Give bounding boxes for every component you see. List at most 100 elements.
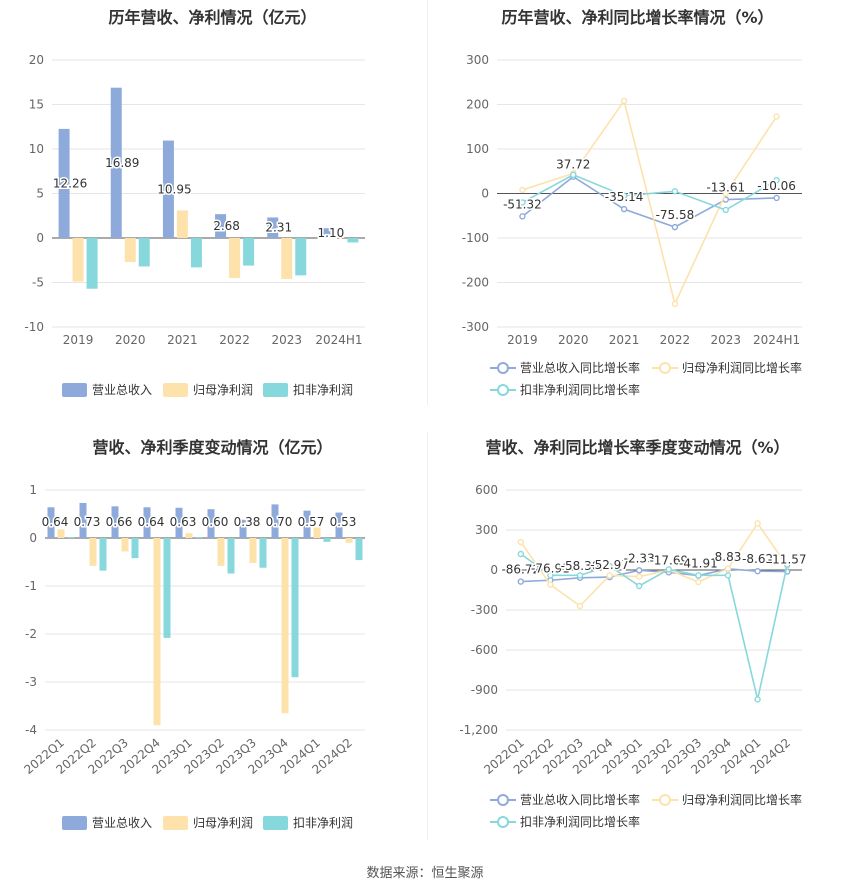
data-label: -35.14 bbox=[605, 190, 644, 204]
legend-swatch bbox=[659, 362, 671, 374]
chart-title: 营收、净利同比增长率季度变动情况（%） bbox=[485, 438, 790, 457]
legend-swatch bbox=[659, 794, 671, 806]
data-label: -58.30 bbox=[561, 559, 600, 573]
y-tick-label: -4 bbox=[25, 723, 37, 737]
chart-panel-annual-growth: 历年营收、净利同比增长率情况（%） -300 -200 -100 0 100 200 300… bbox=[425, 0, 850, 430]
data-point bbox=[635, 567, 643, 574]
y-tick-label: -5 bbox=[32, 276, 44, 290]
data-label: 0.60 bbox=[202, 515, 229, 529]
bar bbox=[121, 538, 129, 552]
bar bbox=[67, 537, 75, 539]
bar bbox=[111, 506, 119, 538]
bar bbox=[131, 538, 139, 559]
x-tick-label: 2022 bbox=[660, 333, 691, 347]
legend-label: 营业总收入 bbox=[92, 816, 152, 830]
bar bbox=[58, 128, 70, 238]
data-label: -75.58 bbox=[656, 208, 695, 222]
data-point bbox=[620, 205, 628, 213]
data-label: 12.26 bbox=[53, 176, 87, 190]
legend-label: 归母净利润同比增长率 bbox=[682, 792, 802, 807]
data-point bbox=[547, 572, 554, 579]
bar bbox=[163, 538, 171, 638]
data-label: 1.10 bbox=[318, 226, 345, 240]
y-tick-label: 600 bbox=[475, 483, 498, 497]
data-point bbox=[606, 572, 613, 579]
bar bbox=[319, 228, 331, 238]
y-tick-label: 1 bbox=[29, 483, 37, 497]
data-point bbox=[620, 97, 628, 105]
data-point bbox=[665, 566, 673, 573]
y-tick-label: -300 bbox=[471, 603, 498, 617]
y-tick-label: 0 bbox=[29, 531, 37, 545]
bar bbox=[229, 238, 241, 279]
data-label: 0.38 bbox=[234, 515, 261, 529]
legend-swatch bbox=[263, 383, 288, 397]
bar bbox=[333, 235, 345, 238]
data-label: 0.63 bbox=[170, 515, 197, 529]
data-point bbox=[576, 572, 584, 579]
data-point bbox=[773, 113, 780, 120]
y-tick-label: -1,200 bbox=[459, 723, 498, 737]
bar bbox=[243, 238, 255, 266]
bar bbox=[207, 509, 215, 538]
bar bbox=[271, 504, 279, 538]
annual-growth-rate-chart: -300 -200 -100 0 100 200 300 2019 2020 2021 2022 20… bbox=[462, 53, 802, 397]
legend-swatch bbox=[62, 383, 87, 397]
x-tick-label: 2020 bbox=[558, 333, 589, 347]
bar bbox=[355, 538, 363, 561]
bar bbox=[47, 507, 55, 538]
data-label: 16.89 bbox=[105, 156, 139, 170]
legend-swatch bbox=[497, 362, 509, 374]
bar bbox=[313, 527, 321, 538]
legend-swatch bbox=[163, 816, 188, 830]
bar bbox=[215, 214, 227, 238]
bar bbox=[267, 217, 279, 238]
y-tick-label: -3 bbox=[25, 675, 37, 689]
bar bbox=[281, 238, 293, 279]
bar bbox=[259, 538, 267, 568]
y-tick-label: 15 bbox=[29, 98, 44, 112]
data-label: 0.57 bbox=[298, 515, 325, 529]
x-tick-label: 2024H1 bbox=[315, 333, 362, 347]
data-point bbox=[724, 565, 732, 572]
data-label: -86.72 bbox=[501, 563, 540, 577]
bar bbox=[143, 507, 151, 538]
data-point bbox=[754, 696, 761, 703]
data-label: -17.69 bbox=[649, 553, 688, 567]
data-point bbox=[754, 567, 761, 575]
bar bbox=[176, 210, 188, 238]
legend-label: 扣非净利润同比增长率 bbox=[520, 814, 640, 829]
data-label: 8.83 bbox=[715, 550, 742, 564]
data-point bbox=[671, 300, 679, 308]
data-point bbox=[519, 199, 526, 206]
data-point bbox=[754, 520, 761, 527]
legend-swatch bbox=[497, 794, 509, 806]
data-label: -10.06 bbox=[757, 179, 796, 193]
legend-label: 扣非净利润同比增长率 bbox=[520, 382, 640, 397]
y-tick-label: 0 bbox=[36, 231, 44, 245]
data-point bbox=[784, 561, 791, 568]
legend-label: 营业总收入 bbox=[92, 383, 152, 397]
y-tick-label: -600 bbox=[471, 643, 498, 657]
series-line bbox=[520, 553, 788, 700]
bar bbox=[138, 238, 150, 267]
data-point bbox=[671, 188, 679, 195]
data-point bbox=[724, 572, 732, 579]
data-label: -11.57 bbox=[768, 553, 807, 567]
bar bbox=[79, 502, 87, 538]
legend-swatch bbox=[497, 384, 509, 396]
bar bbox=[124, 238, 136, 263]
data-point bbox=[517, 538, 525, 546]
data-label: -52.97 bbox=[590, 558, 629, 572]
legend-label: 归母净利润 bbox=[193, 383, 253, 397]
bar bbox=[227, 538, 235, 574]
data-label: 0.53 bbox=[330, 515, 357, 529]
divider bbox=[427, 432, 428, 840]
x-tick-label: 2022 bbox=[219, 333, 250, 347]
bar bbox=[323, 538, 331, 542]
data-label: 2.31 bbox=[265, 221, 292, 235]
bar bbox=[162, 140, 174, 238]
y-tick-label: 300 bbox=[475, 523, 498, 537]
data-label: 0.64 bbox=[138, 515, 165, 529]
x-tick-label: 2023 bbox=[271, 333, 302, 347]
